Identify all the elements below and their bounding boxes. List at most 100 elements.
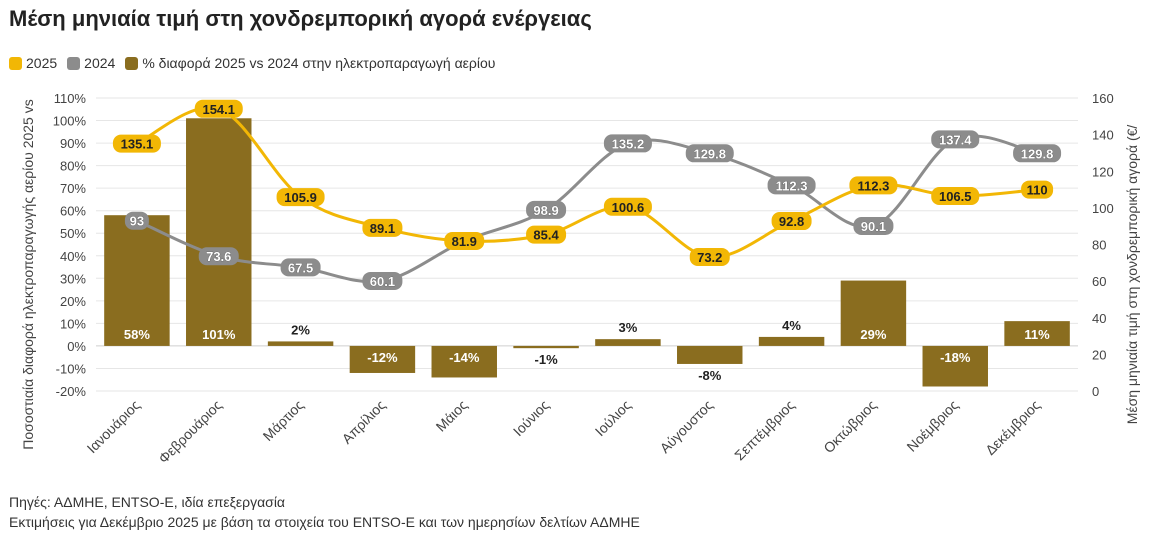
line-data-label: 85.4 <box>533 228 559 243</box>
left-tick-label: 40% <box>60 249 86 264</box>
right-tick-label: 40 <box>1092 311 1106 326</box>
line-data-label: 100.6 <box>612 200 645 215</box>
line-data-label: 73.2 <box>697 250 722 265</box>
bar <box>922 345 988 387</box>
line-data-label: 112.3 <box>858 178 890 193</box>
left-tick-label: 60% <box>60 204 86 219</box>
source-note: Πηγές: ΑΔΜΗΕ, ENTSO-E, ιδία επεξεργασία <box>9 494 286 510</box>
bar-data-label: 101% <box>202 327 236 342</box>
left-tick-label: 90% <box>60 136 86 151</box>
right-tick-label: 20 <box>1092 347 1106 362</box>
right-tick-label: 0 <box>1092 384 1099 399</box>
line-data-label: 106.5 <box>939 189 972 204</box>
line-data-label: 105.9 <box>284 190 317 205</box>
bar <box>1004 321 1070 346</box>
line-data-label: 90.1 <box>861 219 886 234</box>
right-tick-label: 60 <box>1092 274 1106 289</box>
line-label-pill <box>444 232 485 251</box>
line-label-pill <box>767 176 816 195</box>
bar-data-label: 58% <box>124 327 150 342</box>
category-label: Οκτώβριος <box>820 397 879 456</box>
left-tick-label: 110% <box>54 91 87 106</box>
line-data-label: 137.4 <box>939 132 972 147</box>
category-label: Ιανουάριος <box>84 397 144 457</box>
category-label: Ιούλιος <box>592 397 635 440</box>
left-tick-label: 70% <box>60 181 86 196</box>
bar-data-label: 4% <box>782 318 801 333</box>
line-label-pill <box>526 225 567 244</box>
line-label-pill <box>280 258 321 277</box>
line-data-label: 129.8 <box>693 146 726 161</box>
bar <box>595 339 661 346</box>
line-label-pill <box>1013 144 1062 163</box>
line-label-pill <box>603 197 652 216</box>
left-tick-label: 30% <box>60 271 86 286</box>
bar-data-label: -12% <box>367 350 398 365</box>
line-data-label: 93 <box>130 214 144 229</box>
bar <box>840 280 907 346</box>
legend-swatch-gas-diff <box>125 56 139 70</box>
legend-label-2024: 2024 <box>84 55 116 71</box>
line-data-label: 73.6 <box>206 249 231 264</box>
left-tick-label: 10% <box>60 316 86 331</box>
right-axis-title: Μέση μηνιαία τιμή στη χονδρεμπορική αγορ… <box>1124 125 1140 425</box>
bar-data-label: 2% <box>291 322 310 337</box>
line-label-pill <box>685 144 734 163</box>
line-data-label: 112.3 <box>776 178 808 193</box>
bar-data-label: 3% <box>619 320 638 335</box>
bar-data-label: 29% <box>860 327 886 342</box>
bar-data-label: -1% <box>535 352 559 367</box>
category-label: Μάιος <box>433 397 471 435</box>
right-tick-label: 100 <box>1092 201 1114 216</box>
line-label-pill <box>362 218 403 237</box>
category-label: Ιούνιος <box>510 397 553 440</box>
bar <box>349 345 416 373</box>
line-data-label: 60.1 <box>370 274 395 289</box>
legend-label-gas-diff: % διαφορά 2025 vs 2024 στην ηλεκτροπαραγ… <box>142 55 496 71</box>
left-tick-label: 80% <box>60 159 86 174</box>
bar <box>513 345 579 349</box>
left-tick-label: -10% <box>56 361 87 376</box>
legend-swatch-2025 <box>9 56 22 70</box>
estimate-note: Εκτιμήσεις για Δεκέμβριο 2025 με βάση τα… <box>9 514 640 530</box>
notes: Πηγές: ΑΔΜΗΕ, ENTSO-E, ιδία επεξεργασία … <box>9 492 640 532</box>
line-label-pill <box>194 99 243 118</box>
left-tick-label: 50% <box>60 226 86 241</box>
bar-data-label: -14% <box>449 350 480 365</box>
line-data-label: 98.9 <box>533 203 558 218</box>
left-tick-label: 0% <box>67 339 86 354</box>
category-label: Νοέμβριος <box>903 397 961 455</box>
line-data-label: 135.2 <box>612 136 645 151</box>
series-line-2025 <box>135 105 1039 259</box>
left-tick-label: 100% <box>53 114 87 129</box>
right-tick-label: 160 <box>1092 91 1114 106</box>
bar <box>104 215 170 346</box>
bar <box>267 341 334 346</box>
bars-layer <box>104 118 1070 387</box>
bar-data-label: -18% <box>940 350 971 365</box>
category-label: Σεπτέμβριος <box>731 397 798 464</box>
line-data-label: 89.1 <box>370 221 395 236</box>
combo-chart: 58% 101% 2% -12% -14% -1% 3% -8% 4% 29% -18% 11% 93 7… <box>20 91 1140 467</box>
line-label-pill <box>198 247 239 266</box>
line-data-label: 129.8 <box>1021 146 1054 161</box>
line-label-pill <box>112 134 161 153</box>
legend-item-2024: 2024 <box>67 55 115 71</box>
line-label-pill <box>853 217 894 236</box>
line-label-pill <box>124 211 149 230</box>
series-line-2024 <box>135 134 1039 284</box>
line-label-pill <box>849 176 898 195</box>
bar <box>186 118 252 346</box>
line-data-label: 154.1 <box>202 102 235 117</box>
line-data-label: 67.5 <box>288 260 313 275</box>
line-data-label: 92.8 <box>779 214 804 229</box>
right-tick-label: 120 <box>1092 164 1114 179</box>
right-tick-label: 140 <box>1092 128 1114 143</box>
line-data-label: 135.1 <box>121 137 154 152</box>
category-label: Φεβρουάριος <box>155 397 225 467</box>
category-label: Μάρτιος <box>260 397 307 444</box>
line-label-pill <box>276 188 325 207</box>
line-label-pill <box>689 247 730 266</box>
line-label-pill <box>771 212 812 231</box>
left-tick-label: 20% <box>60 294 86 309</box>
